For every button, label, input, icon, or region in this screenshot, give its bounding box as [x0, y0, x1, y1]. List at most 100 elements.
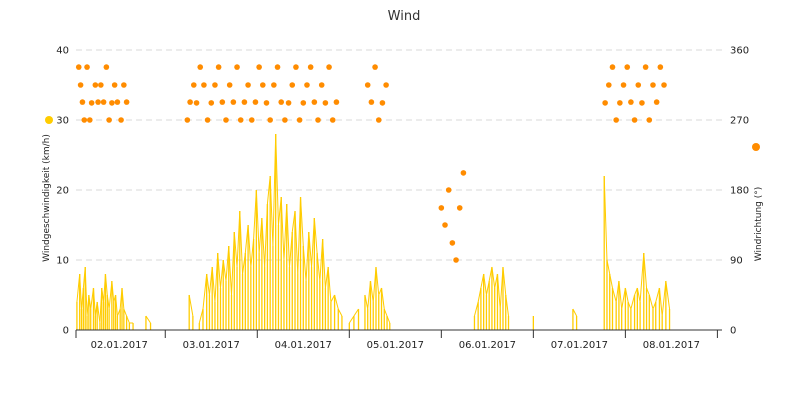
- speed-line-segment: [188, 294, 194, 317]
- direction-point: [212, 82, 218, 88]
- speed-line-segment: [247, 224, 252, 268]
- speed-line-segment: [615, 280, 620, 303]
- direction-point: [453, 257, 459, 263]
- speed-line-segment: [324, 266, 329, 289]
- speed-line-segment: [378, 287, 382, 296]
- speed-line-segment: [233, 231, 238, 268]
- speed-line-segment: [116, 308, 121, 317]
- speed-line-segment: [99, 287, 103, 324]
- speed-line-segment: [242, 252, 246, 275]
- direction-point: [285, 100, 292, 106]
- direction-point: [271, 82, 277, 88]
- speed-line-segment: [502, 266, 507, 296]
- direction-point: [208, 100, 215, 106]
- speed-line-segment: [76, 273, 81, 303]
- speed-line-segment: [655, 287, 660, 303]
- direction-point: [304, 82, 310, 88]
- speed-line-segment: [322, 238, 326, 289]
- x-tick-label: 04.01.2017: [275, 340, 332, 351]
- direction-point: [252, 99, 259, 105]
- speed-line-segment: [612, 287, 617, 303]
- speed-line-segment: [228, 245, 233, 296]
- x-tick-label: 06.01.2017: [459, 340, 516, 351]
- speed-line-segment: [231, 231, 235, 296]
- speed-line-segment: [202, 273, 208, 310]
- direction-point: [245, 82, 251, 88]
- direction-point: [639, 100, 645, 106]
- speed-line-segment: [381, 287, 385, 310]
- speed-line-segment: [96, 301, 101, 324]
- speed-line-segment: [364, 294, 369, 310]
- direction-point: [267, 117, 273, 123]
- direction-point: [98, 82, 104, 88]
- direction-point: [118, 117, 124, 123]
- direction-point: [620, 82, 627, 88]
- direction-point: [223, 117, 229, 123]
- speed-line-segment: [280, 196, 285, 261]
- direction-point: [111, 82, 118, 88]
- direction-point: [274, 64, 281, 70]
- speed-line-segment: [386, 315, 391, 324]
- direction-point: [278, 99, 285, 105]
- speed-legend-marker: [45, 116, 53, 124]
- speed-line-segment: [115, 294, 118, 317]
- speed-line-segment: [272, 133, 277, 247]
- direction-point: [204, 117, 211, 123]
- speed-line-segment: [250, 238, 255, 268]
- speed-line-segment: [253, 189, 257, 240]
- speed-line-segment: [84, 266, 88, 317]
- x-tick-label: 02.01.2017: [91, 340, 148, 351]
- speed-line-segment: [103, 273, 106, 303]
- speed-line-segment: [239, 210, 244, 275]
- speed-line-segment: [473, 301, 479, 317]
- left-tick-label: 30: [56, 116, 69, 127]
- speed-line-segment: [305, 231, 310, 282]
- speed-line-segment: [327, 266, 332, 303]
- speed-series: [76, 133, 671, 330]
- speed-line-segment: [275, 133, 279, 226]
- direction-point: [296, 117, 303, 123]
- direction-point: [193, 100, 200, 106]
- speed-line-segment: [648, 294, 654, 310]
- direction-point: [650, 82, 656, 88]
- speed-line-segment: [665, 280, 671, 310]
- gridlines: [76, 49, 722, 261]
- speed-line-segment: [488, 266, 493, 282]
- direction-legend-marker: [752, 143, 760, 151]
- direction-point: [372, 64, 378, 70]
- speed-line-segment: [294, 210, 299, 275]
- direction-point: [307, 64, 314, 70]
- speed-line-segment: [499, 266, 504, 310]
- direction-point: [293, 64, 299, 70]
- speed-line-segment: [94, 301, 98, 317]
- direction-point: [226, 82, 233, 88]
- direction-point: [602, 100, 608, 106]
- speed-line-segment: [621, 287, 626, 310]
- speed-line-segment: [630, 294, 636, 310]
- speed-line-segment: [618, 280, 623, 310]
- direction-point: [248, 117, 255, 123]
- speed-line-segment: [639, 252, 645, 303]
- speed-line-segment: [491, 266, 496, 289]
- speed-line-segment: [111, 280, 115, 303]
- direction-point: [631, 117, 638, 123]
- direction-point: [263, 100, 270, 106]
- speed-line-segment: [219, 259, 224, 289]
- left-tick-label: 40: [56, 46, 69, 57]
- speed-line-segment: [123, 308, 128, 317]
- speed-line-segment: [348, 315, 355, 324]
- speed-line-segment: [330, 294, 336, 303]
- x-tick-label: 03.01.2017: [183, 340, 240, 351]
- speed-line-segment: [334, 294, 339, 310]
- speed-line-segment: [316, 252, 321, 282]
- x-tick-label: 05.01.2017: [367, 340, 424, 351]
- speed-line-segment: [383, 308, 388, 317]
- direction-point: [333, 99, 340, 105]
- direction-point: [449, 240, 456, 246]
- speed-line-segment: [369, 280, 374, 303]
- speed-line-segment: [477, 287, 482, 303]
- speed-line-segment: [572, 308, 578, 317]
- direction-point: [289, 82, 296, 88]
- speed-line-segment: [81, 287, 84, 310]
